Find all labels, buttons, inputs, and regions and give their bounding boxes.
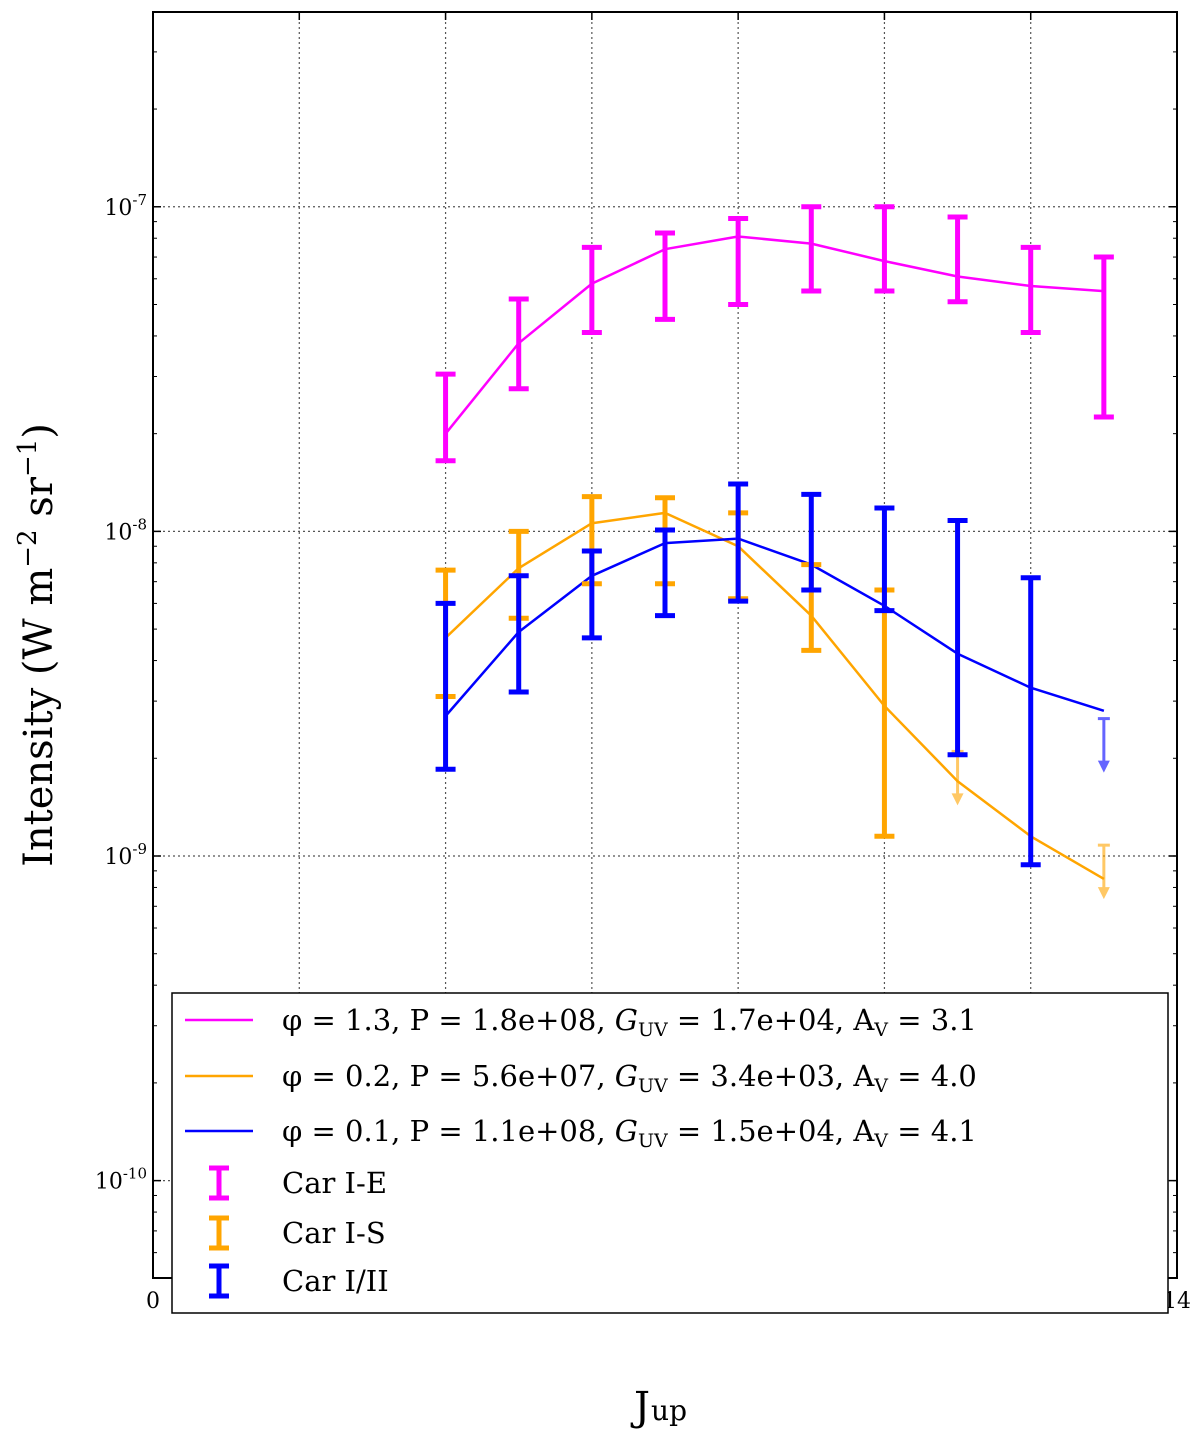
y-axis-label-main: Intensity (W m — [16, 568, 62, 867]
legend-label-car-i-e: Car I-E — [282, 1166, 387, 1200]
errorbar-car-i-e-j12 — [1020, 244, 1041, 335]
model-line-3 — [444, 537, 1105, 717]
observed-errorbars — [435, 204, 1114, 900]
x-tick-label-0: 0 — [146, 1289, 160, 1314]
model-line-1 — [444, 235, 1104, 435]
errorbar-car-i-e-j6 — [581, 244, 602, 335]
upper-limit-arrowhead — [951, 793, 964, 806]
legend: φ = 1.3, P = 1.8e+08, GUV = 1.7e+04, AV … — [171, 992, 1169, 1314]
upper-limit-car-i-s-j13 — [1097, 843, 1110, 900]
errorbar-car-i-e-j10 — [874, 204, 895, 294]
errorbar-car-i-ii-j8 — [728, 481, 749, 604]
legend-marker-car-i-s — [209, 1215, 229, 1251]
y-axis-label-sup1: −2 — [13, 529, 43, 567]
errorbar-car-i-e-j5 — [508, 296, 529, 392]
legend-label-car-i-ii: Car I/II — [282, 1264, 389, 1298]
upper-limit-car-i-ii-j13 — [1097, 717, 1110, 773]
legend-label-model-3: φ = 0.1, P = 1.1e+08, GUV = 1.5e+04, AV … — [282, 1114, 977, 1152]
model-lines — [444, 235, 1105, 880]
legend-marker-car-i-e — [209, 1165, 229, 1201]
legend-label-model-1: φ = 1.3, P = 1.8e+08, GUV = 1.7e+04, AV … — [282, 1003, 977, 1041]
errorbar-car-i-ii-j6 — [581, 548, 602, 641]
legend-label-model-2: φ = 0.2, P = 5.6e+07, GUV = 3.4e+03, AV … — [282, 1059, 977, 1097]
y-axis-label: Intensity (W m−2 sr−1) — [13, 423, 62, 867]
legend-label-car-i-s: Car I-S — [282, 1216, 386, 1250]
errorbar-car-i-e-j11 — [947, 214, 968, 305]
y-axis-label-sup2: −1 — [13, 439, 43, 477]
errorbar-car-i-ii-j4 — [435, 600, 456, 772]
errorbar-car-i-ii-j5 — [508, 573, 529, 695]
errorbar-car-i-ii-j9 — [801, 491, 822, 593]
x-axis-label: Jup — [630, 1384, 687, 1430]
errorbar-car-i-e-j9 — [801, 204, 822, 294]
errorbar-car-i-e-j4 — [435, 371, 456, 464]
legend-box — [171, 992, 1169, 1314]
y-axis-label-mid: sr — [16, 476, 62, 529]
y-tick-label-10: 10-10 — [95, 1165, 147, 1195]
errorbar-car-i-ii-j10 — [874, 505, 895, 614]
x-axis-label-sub: up — [651, 1394, 687, 1427]
errorbar-car-i-ii-j11 — [947, 518, 968, 758]
x-axis-label-main: J — [630, 1384, 650, 1430]
y-tick-label-8: 10-8 — [104, 515, 147, 545]
errorbar-car-i-e-j8 — [728, 216, 749, 307]
y-tick-label-7: 10-7 — [104, 191, 147, 221]
upper-limit-arrowhead — [1097, 887, 1110, 900]
y-axis-label-end: ) — [16, 423, 62, 439]
upper-limit-arrowhead — [1097, 760, 1110, 773]
errorbar-car-i-ii-j12 — [1020, 575, 1041, 868]
model-line-2 — [444, 511, 1105, 880]
errorbar-car-i-e-j7 — [655, 230, 675, 322]
legend-marker-car-i-ii — [209, 1263, 229, 1299]
errorbar-car-i-ii-j7 — [655, 527, 675, 619]
y-tick-label-9: 10-9 — [104, 840, 147, 870]
errorbar-car-i-e-j13 — [1093, 254, 1114, 420]
